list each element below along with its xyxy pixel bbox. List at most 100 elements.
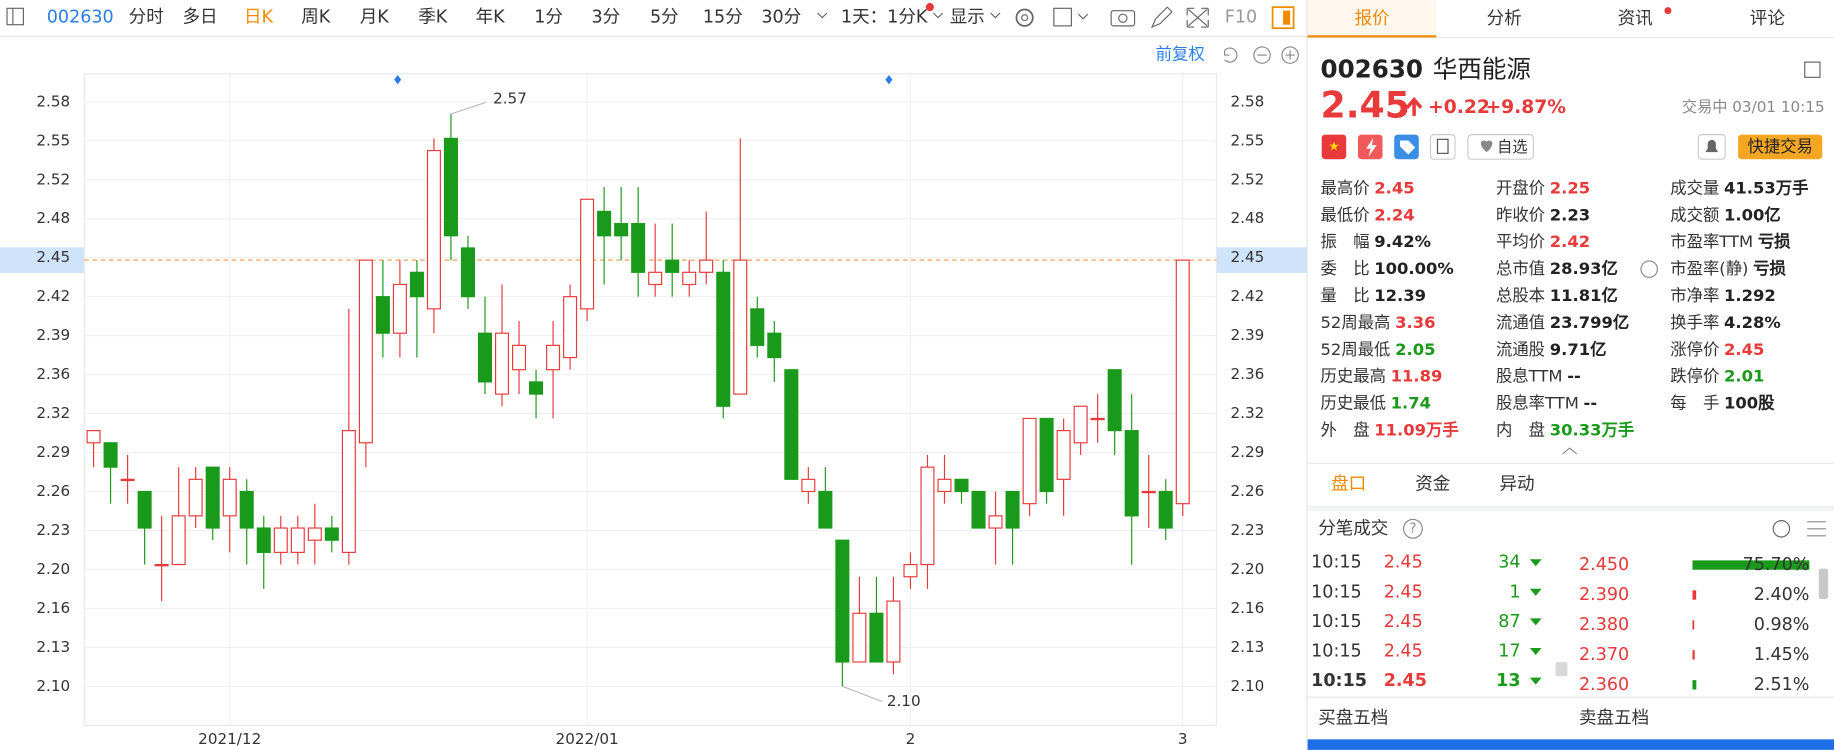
chevron[interactable] xyxy=(990,12,1001,19)
tag-shape xyxy=(1400,140,1416,155)
period-tab[interactable]: 30分 xyxy=(761,8,801,28)
stock-code: 002630 xyxy=(47,8,114,28)
y-tick-label-right: 2.52 xyxy=(1230,170,1264,188)
event-marker[interactable] xyxy=(394,74,402,85)
display-menu[interactable]: 显示 xyxy=(950,8,985,28)
period-tab[interactable]: 多日 xyxy=(182,8,217,28)
help-icon[interactable] xyxy=(1402,518,1423,539)
candle-body xyxy=(1141,490,1156,494)
stat-item: 市净率 1.292 xyxy=(1670,286,1776,305)
info-icon[interactable] xyxy=(1640,260,1658,278)
list-icon[interactable] xyxy=(1807,521,1826,537)
scroll-thumb[interactable] xyxy=(1818,568,1829,599)
period-tab[interactable]: 年K xyxy=(476,8,506,28)
buy-title: 买盘五档 xyxy=(1318,708,1388,728)
pencil-icon[interactable] xyxy=(1150,6,1173,29)
trade-label[interactable]: 快捷交易 xyxy=(1747,137,1812,156)
low-annotation: 2.10 xyxy=(887,692,921,710)
period-tab[interactable]: 季K xyxy=(418,8,448,28)
panel-tab[interactable]: 评论 xyxy=(1750,9,1786,29)
trade-time: 10:15 xyxy=(1311,582,1362,602)
panel-tab[interactable]: 资讯 xyxy=(1618,9,1653,29)
period-tab[interactable]: 月K xyxy=(360,8,390,28)
flag-icon[interactable] xyxy=(1321,134,1347,160)
stat-label: 52周最高 xyxy=(1321,312,1391,331)
period-tab[interactable]: 5分 xyxy=(650,8,679,28)
panel-tab[interactable]: 报价 xyxy=(1354,9,1389,29)
stat-item: 开盘价 2.25 xyxy=(1496,178,1590,197)
stat-item: 总股本 11.81亿 xyxy=(1496,286,1618,305)
y-tick-label: 2.32 xyxy=(36,404,70,422)
dist-price: 2.450 xyxy=(1579,555,1629,575)
panel-tab[interactable]: 分析 xyxy=(1487,9,1522,29)
candle-body xyxy=(546,344,561,371)
quote-status: 交易中 03/01 10:15 xyxy=(1682,98,1825,116)
stat-item: 平均价 2.42 xyxy=(1496,232,1590,251)
annotation-leader xyxy=(842,685,883,703)
stat-value: 9.42% xyxy=(1374,232,1431,251)
zoom-in-icon[interactable] xyxy=(1281,46,1299,64)
quote-code: 002630 xyxy=(1321,54,1423,83)
y-tick-label-right: 2.20 xyxy=(1230,560,1264,578)
stat-item: 振 幅 9.42% xyxy=(1321,232,1432,251)
trade-price: 2.45 xyxy=(1384,642,1423,662)
candle-body xyxy=(886,600,901,663)
stat-value: 4.28% xyxy=(1724,312,1781,331)
period-tab[interactable]: 分时 xyxy=(129,8,164,28)
y-tick-label: 2.48 xyxy=(36,209,70,227)
collapse-icon[interactable] xyxy=(1562,447,1578,455)
period-tab[interactable]: 3分 xyxy=(592,8,621,28)
panel-icon[interactable] xyxy=(1804,61,1821,78)
candle-body xyxy=(137,490,152,529)
note-icon[interactable] xyxy=(1429,134,1456,160)
f10-button[interactable]: F10 xyxy=(1225,8,1257,28)
stat-value: 1.292 xyxy=(1724,286,1776,305)
camera-lens xyxy=(1118,13,1128,23)
expand-icon[interactable] xyxy=(1186,7,1209,28)
chevron[interactable] xyxy=(817,12,828,19)
period-tab[interactable]: 1分 xyxy=(534,8,563,28)
settings-icon[interactable] xyxy=(1015,8,1034,27)
stat-value: 2.01 xyxy=(1724,366,1764,385)
event-marker[interactable] xyxy=(885,74,893,85)
dist-pct: 0.98% xyxy=(1754,615,1810,635)
detail-tab[interactable]: 异动 xyxy=(1499,474,1534,494)
candle-body xyxy=(477,332,493,383)
candle-body xyxy=(273,527,288,553)
sidebar-icon[interactable] xyxy=(6,7,24,26)
layout-icon[interactable] xyxy=(1271,6,1295,30)
dist-bar xyxy=(1692,650,1695,660)
watch-label[interactable]: 自选 xyxy=(1497,138,1527,156)
detail-tab[interactable]: 资金 xyxy=(1415,474,1451,494)
stat-label: 昨收价 xyxy=(1496,205,1545,224)
detail-tab[interactable]: 盘口 xyxy=(1331,474,1366,494)
camera-icon[interactable] xyxy=(1110,10,1136,27)
chevron[interactable] xyxy=(932,12,944,19)
dist-bar xyxy=(1692,590,1697,600)
period-tab[interactable]: 日K xyxy=(244,8,274,28)
down-arrow xyxy=(1529,559,1542,567)
candle-body xyxy=(801,478,816,493)
zoom-out-icon[interactable] xyxy=(1253,46,1271,64)
bell-shape xyxy=(1705,139,1719,153)
candle-body xyxy=(1022,417,1037,505)
stat-item: 跌停价 2.01 xyxy=(1670,366,1764,385)
undo-icon[interactable] xyxy=(1224,47,1238,63)
y-tick-label: 2.23 xyxy=(36,521,70,539)
stat-label: 52周最低 xyxy=(1321,339,1391,358)
adjust-mode[interactable]: 前复权 xyxy=(1156,45,1205,64)
chevron[interactable] xyxy=(1077,13,1089,20)
stat-item: 股息TTM -- xyxy=(1496,366,1581,385)
candle-body xyxy=(120,478,135,482)
kline-setting[interactable]: 1天：1分K xyxy=(841,8,928,28)
period-tab[interactable]: 周K xyxy=(301,8,331,28)
square-icon[interactable] xyxy=(1053,7,1072,27)
more-icon[interactable] xyxy=(1772,520,1791,538)
trade-button[interactable] xyxy=(1738,134,1823,160)
trade-time: 10:15 xyxy=(1311,642,1362,662)
layout-icon-fill xyxy=(1283,10,1291,25)
dist-price: 2.370 xyxy=(1579,645,1629,665)
period-tab[interactable]: 15分 xyxy=(703,8,743,28)
stat-item: 市盈率(静) 亏损 xyxy=(1670,259,1786,278)
